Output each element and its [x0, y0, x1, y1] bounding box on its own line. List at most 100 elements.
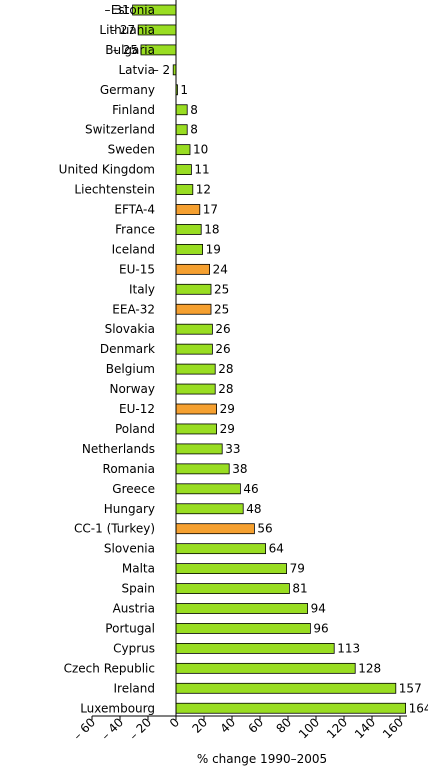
x-axis-title: % change 1990–2005: [197, 752, 327, 766]
bar: [175, 243, 204, 255]
category-label: EEA-32: [112, 302, 155, 316]
x-tick-label: 20: [189, 715, 210, 736]
value-label: 10: [193, 143, 208, 157]
value-label: – 25: [113, 43, 138, 57]
category-label: Romania: [103, 462, 155, 476]
value-label: 24: [213, 262, 228, 276]
bars-group: [132, 4, 407, 714]
value-label: 8: [190, 123, 198, 137]
category-label: Hungary: [104, 502, 155, 516]
value-label: 18: [204, 222, 219, 236]
x-tick-label: 80: [273, 715, 294, 736]
category-label: EFTA-4: [114, 203, 155, 217]
bar: [175, 164, 192, 176]
value-label: 28: [218, 382, 233, 396]
category-label: Slovenia: [104, 542, 155, 556]
bar: [175, 523, 255, 535]
category-label: Greece: [112, 482, 155, 496]
category-label: Spain: [121, 582, 155, 596]
bar: [175, 403, 217, 415]
bar: [175, 323, 213, 335]
bar: [175, 503, 244, 515]
category-label: CC-1 (Turkey): [74, 522, 155, 536]
value-label: – 31: [105, 3, 130, 17]
category-labels: Estonia Lithuania Bulgaria Latvia Germany Fin…: [59, 3, 155, 715]
bar: [175, 224, 202, 235]
bar: [175, 443, 223, 455]
category-label: France: [115, 222, 155, 236]
category-label: Switzerland: [85, 123, 155, 137]
value-label: 1: [180, 83, 188, 97]
x-tick-label: – 60: [70, 715, 98, 743]
bar: [175, 543, 266, 555]
category-label: Denmark: [100, 342, 155, 356]
x-tick-label: 40: [217, 715, 238, 736]
category-label: United Kingdom: [59, 163, 155, 177]
value-label: 25: [214, 302, 229, 316]
category-label: Germany: [100, 83, 155, 97]
bar: [175, 623, 311, 634]
category-label: Belgium: [106, 362, 155, 376]
value-label: 64: [269, 542, 284, 556]
value-label: 48: [246, 502, 261, 516]
value-label: 19: [206, 242, 221, 256]
bar: [175, 643, 335, 654]
category-label: Netherlands: [82, 442, 155, 456]
category-label: EU-15: [119, 262, 155, 276]
bar: [175, 383, 216, 395]
bar: [175, 682, 397, 694]
category-label: Lithuania: [99, 23, 155, 37]
bar: [175, 603, 309, 614]
category-label: Iceland: [112, 242, 155, 256]
bar: [175, 144, 191, 156]
bar: [175, 283, 212, 295]
value-label: 128: [358, 661, 381, 675]
value-label: 29: [220, 422, 235, 436]
value-label: 157: [399, 681, 422, 695]
value-label: – 27: [110, 23, 135, 37]
bar: [175, 583, 290, 594]
bar: [175, 483, 241, 495]
value-label: 164: [409, 701, 428, 715]
bar: [175, 184, 194, 195]
category-label: Slovakia: [105, 322, 155, 336]
value-label: 26: [215, 322, 230, 336]
value-label: 11: [194, 163, 209, 177]
bar: [175, 423, 217, 435]
bar: [175, 124, 188, 136]
category-label: Malta: [122, 562, 155, 576]
category-label: Poland: [115, 422, 155, 436]
value-label: 96: [313, 621, 328, 635]
value-label: 17: [203, 203, 218, 217]
category-label: Portugal: [105, 621, 155, 635]
bar: [175, 463, 230, 475]
category-label: Italy: [129, 282, 155, 296]
category-label: Cyprus: [113, 641, 155, 655]
category-label: Latvia: [118, 63, 155, 77]
value-label: 8: [190, 103, 198, 117]
bar: [175, 343, 213, 355]
category-label: EU-12: [119, 402, 155, 416]
x-tick-label: 0: [167, 715, 182, 730]
x-tick-label: 120: [324, 715, 350, 741]
bar: [175, 563, 287, 574]
category-label: Estonia: [111, 3, 155, 17]
value-label: 12: [196, 183, 211, 197]
value-label: 94: [311, 602, 326, 616]
value-label: 25: [214, 282, 229, 296]
category-label: Czech Republic: [64, 661, 155, 675]
value-label: 79: [290, 562, 305, 576]
value-label: 33: [225, 442, 240, 456]
category-label: Liechtenstein: [74, 183, 155, 197]
category-label: Austria: [113, 602, 155, 616]
value-label: 29: [220, 402, 235, 416]
bar: [175, 303, 212, 315]
category-label: Finland: [112, 103, 155, 117]
value-label: 28: [218, 362, 233, 376]
category-label: Ireland: [113, 681, 155, 695]
bar: [175, 702, 407, 714]
value-labels: – 31– 27– 25– 21881011121718192425252626…: [105, 3, 428, 715]
category-label: Norway: [109, 382, 155, 396]
bar: [175, 662, 356, 674]
